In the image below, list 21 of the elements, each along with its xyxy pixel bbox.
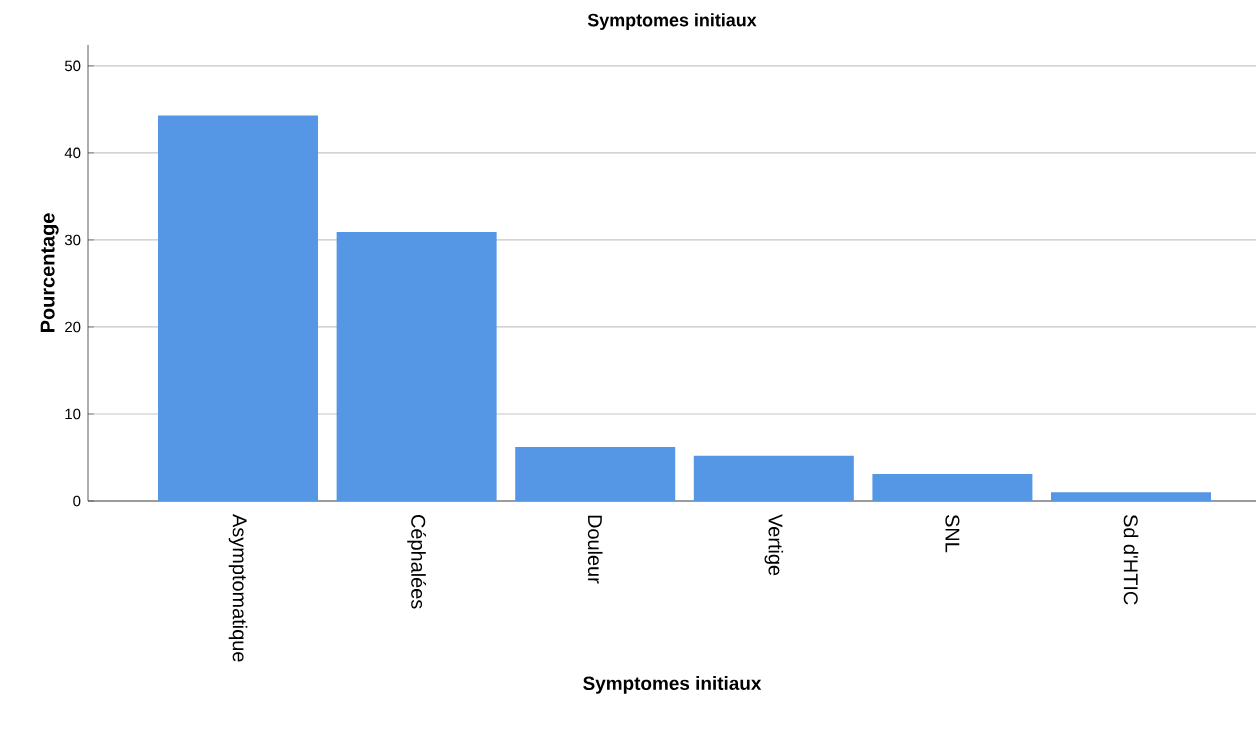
bar — [693, 455, 854, 501]
x-tick-label: Vertige — [764, 514, 784, 576]
bar — [1051, 492, 1211, 501]
x-tick-label: Sd d'HTIC — [1123, 514, 1139, 605]
chart-title: Symptomes initiaux — [587, 13, 757, 30]
bar — [158, 115, 319, 501]
y-tick-label: 0 — [73, 495, 81, 507]
bar — [336, 232, 497, 501]
y-axis-title: Pourcentage — [40, 213, 59, 332]
x-axis-title: Symptomes initiaux — [583, 676, 762, 694]
y-tick-label: 30 — [64, 234, 81, 246]
bar — [515, 447, 676, 501]
y-tick-label: 50 — [64, 60, 81, 72]
x-tick-label: Asymptomatique — [228, 514, 248, 662]
y-tick-label: 20 — [65, 321, 81, 333]
x-tick-label: Céphalées — [407, 515, 427, 609]
bar — [872, 474, 1033, 501]
y-tick-label: 10 — [65, 408, 81, 420]
x-tick-label: SNL — [945, 514, 960, 553]
y-tick-label: 40 — [64, 147, 81, 159]
x-tick-label: Douleur — [587, 515, 603, 584]
